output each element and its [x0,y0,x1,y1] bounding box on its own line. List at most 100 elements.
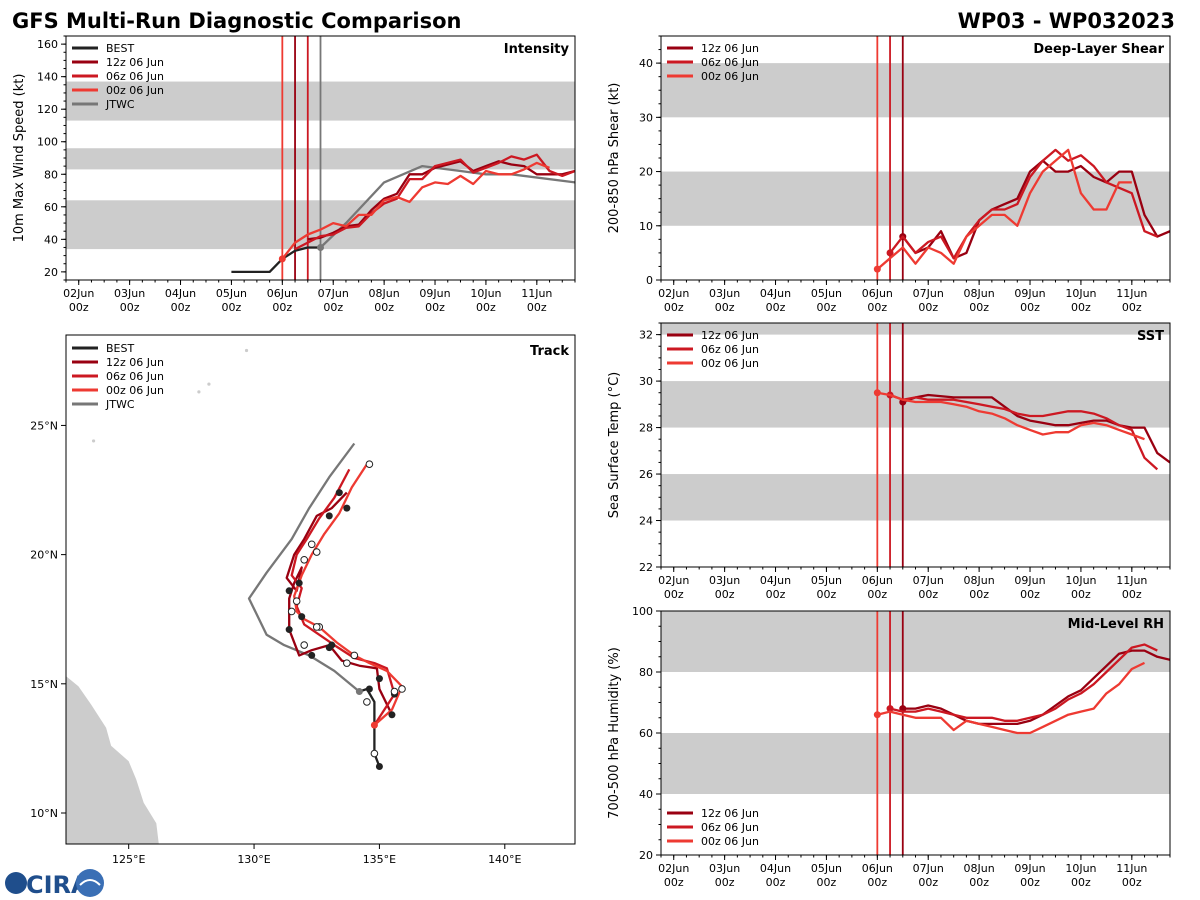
shear-ytick-label: 10 [639,220,653,233]
intensity-ytick-label: 160 [37,38,58,51]
track-point-filled-r00 [370,721,378,729]
rh-xtick-label-hour: 00z [817,876,837,889]
track-point-filled-r12 [308,651,316,659]
track-legend-label: JTWC [105,398,135,411]
shear-xtick-label-hour: 00z [969,301,989,314]
rh-ytick-label: 20 [639,849,653,862]
shear-xtick-label-day: 02Jun [658,287,689,300]
intensity-xtick-label-hour: 00z [120,301,140,314]
intensity-plot-area [66,36,575,280]
shear-xtick-label-hour: 00z [766,301,786,314]
rh-ytick-label: 100 [632,605,653,618]
sst-xtick-label-day: 06Jun [862,574,893,587]
rh-plot-area [661,611,1170,855]
track-legend-label: 12z 06 Jun [106,356,164,369]
shear-ytick-label: 40 [639,57,653,70]
rh-series-r00 [877,661,1145,735]
track-xtick-label: 140°E [488,853,521,866]
rh-xtick-label-day: 10Jun [1065,862,1096,875]
track-point-filled-r12 [388,711,396,719]
shear-xtick-label-hour: 00z [918,301,938,314]
shear-xtick-label-day: 11Jun [1116,287,1147,300]
sst-xtick-label-day: 05Jun [811,574,842,587]
sst-xtick-label-hour: 00z [1071,588,1091,601]
rh-point-r00 [873,711,881,719]
track-point-open-r06 [307,540,316,549]
intensity-series-r06 [294,153,575,251]
track-legend-label: BEST [106,342,134,355]
shear-series-r06 [889,148,1158,260]
track-ytick-label: 20°N [30,549,58,562]
rh-ytick-label: 40 [639,788,653,801]
intensity-xtick-label-hour: 00z [425,301,445,314]
rh-xtick-label-hour: 00z [664,876,684,889]
sst-xtick-label-hour: 00z [664,588,684,601]
intensity-legend-label: 12z 06 Jun [106,56,164,69]
shear-legend-label: 06z 06 Jun [701,56,759,69]
intensity-ytick-label: 100 [37,136,58,149]
sst-xtick-label-hour: 00z [766,588,786,601]
track-point-open-r00 [312,623,321,631]
track-xtick-label: 130°E [237,853,270,866]
rh-xtick-label-hour: 00z [969,876,989,889]
land-island [207,382,211,386]
shear-xtick-label-hour: 00z [715,301,735,314]
logo-badge-icon [76,869,104,897]
intensity-xtick-label-hour: 00z [527,301,547,314]
intensity-legend-label: JTWC [105,98,135,111]
intensity-xtick-label-hour: 00z [272,301,292,314]
rh-legend-label: 06z 06 Jun [701,821,759,834]
shear-point-r00 [873,265,881,273]
track-point-open-r00 [350,651,359,660]
shear-xtick-label-day: 09Jun [1014,287,1045,300]
intensity-xtick-label-hour: 00z [323,301,343,314]
sst-ytick-label: 22 [639,561,653,574]
intensity-xtick-label-hour: 00z [476,301,496,314]
sst-xtick-label-hour: 00z [918,588,938,601]
intensity-series-r00 [281,161,550,260]
track-point-filled-r12 [285,587,293,595]
sst-title: SST [1137,329,1164,344]
rh-xtick-label-day: 03Jun [709,862,740,875]
rh-xtick-label-day: 11Jun [1116,862,1147,875]
track-title: Track [530,344,569,359]
sst-ytick-label: 28 [639,422,653,435]
track-ytick-label: 15°N [30,678,58,691]
intensity-xtick-label-hour: 00z [69,301,89,314]
track-ytick-label: 10°N [30,807,58,820]
rh-band [661,611,1170,672]
shear-xtick-label-day: 03Jun [709,287,740,300]
intensity-legend-label: 00z 06 Jun [106,84,164,97]
track-ytick-label: 25°N [30,419,58,432]
land-island [197,390,201,394]
rh-point-r06 [886,705,894,713]
intensity-xtick-label-day: 06Jun [267,287,298,300]
cira-logo: CIRA [5,869,104,899]
sst-legend-label: 06z 06 Jun [701,343,759,356]
intensity-legend-label: 06z 06 Jun [106,70,164,83]
sst-plot-area [661,323,1170,567]
track-frame [65,334,576,845]
rh-panel: 2040608010002Jun00z03Jun00z04Jun00z05Jun… [607,605,1171,889]
sst-series-r06 [889,393,1159,471]
logo-globe-icon [5,872,27,894]
track-xtick-label: 135°E [363,853,396,866]
track-point-open-r00 [300,555,309,564]
track-point-open-r00 [300,641,309,649]
rh-xtick-label-hour: 00z [1071,876,1091,889]
track-point-open-r00 [287,607,296,616]
track-point-filled-r12 [343,504,351,512]
sst-xtick-label-day: 11Jun [1116,574,1147,587]
track-point-open-best [363,698,371,706]
intensity-ytick-label: 20 [44,266,58,279]
intensity-series-r12 [307,160,575,241]
sst-xtick-label-hour: 00z [969,588,989,601]
rh-xtick-label-hour: 00z [1122,876,1142,889]
shear-ytick-label: 20 [639,166,653,179]
rh-title: Mid-Level RH [1068,617,1164,632]
track-panel: 125°E 130°E 135°E 140°E 10°N 15°N 20°N 25°N Trac… [30,334,576,866]
track-point-filled-r12 [335,489,343,497]
intensity-xtick-label-hour: 00z [374,301,394,314]
sst-xtick-label-hour: 00z [1020,588,1040,601]
sst-ytick-label: 30 [639,375,653,388]
